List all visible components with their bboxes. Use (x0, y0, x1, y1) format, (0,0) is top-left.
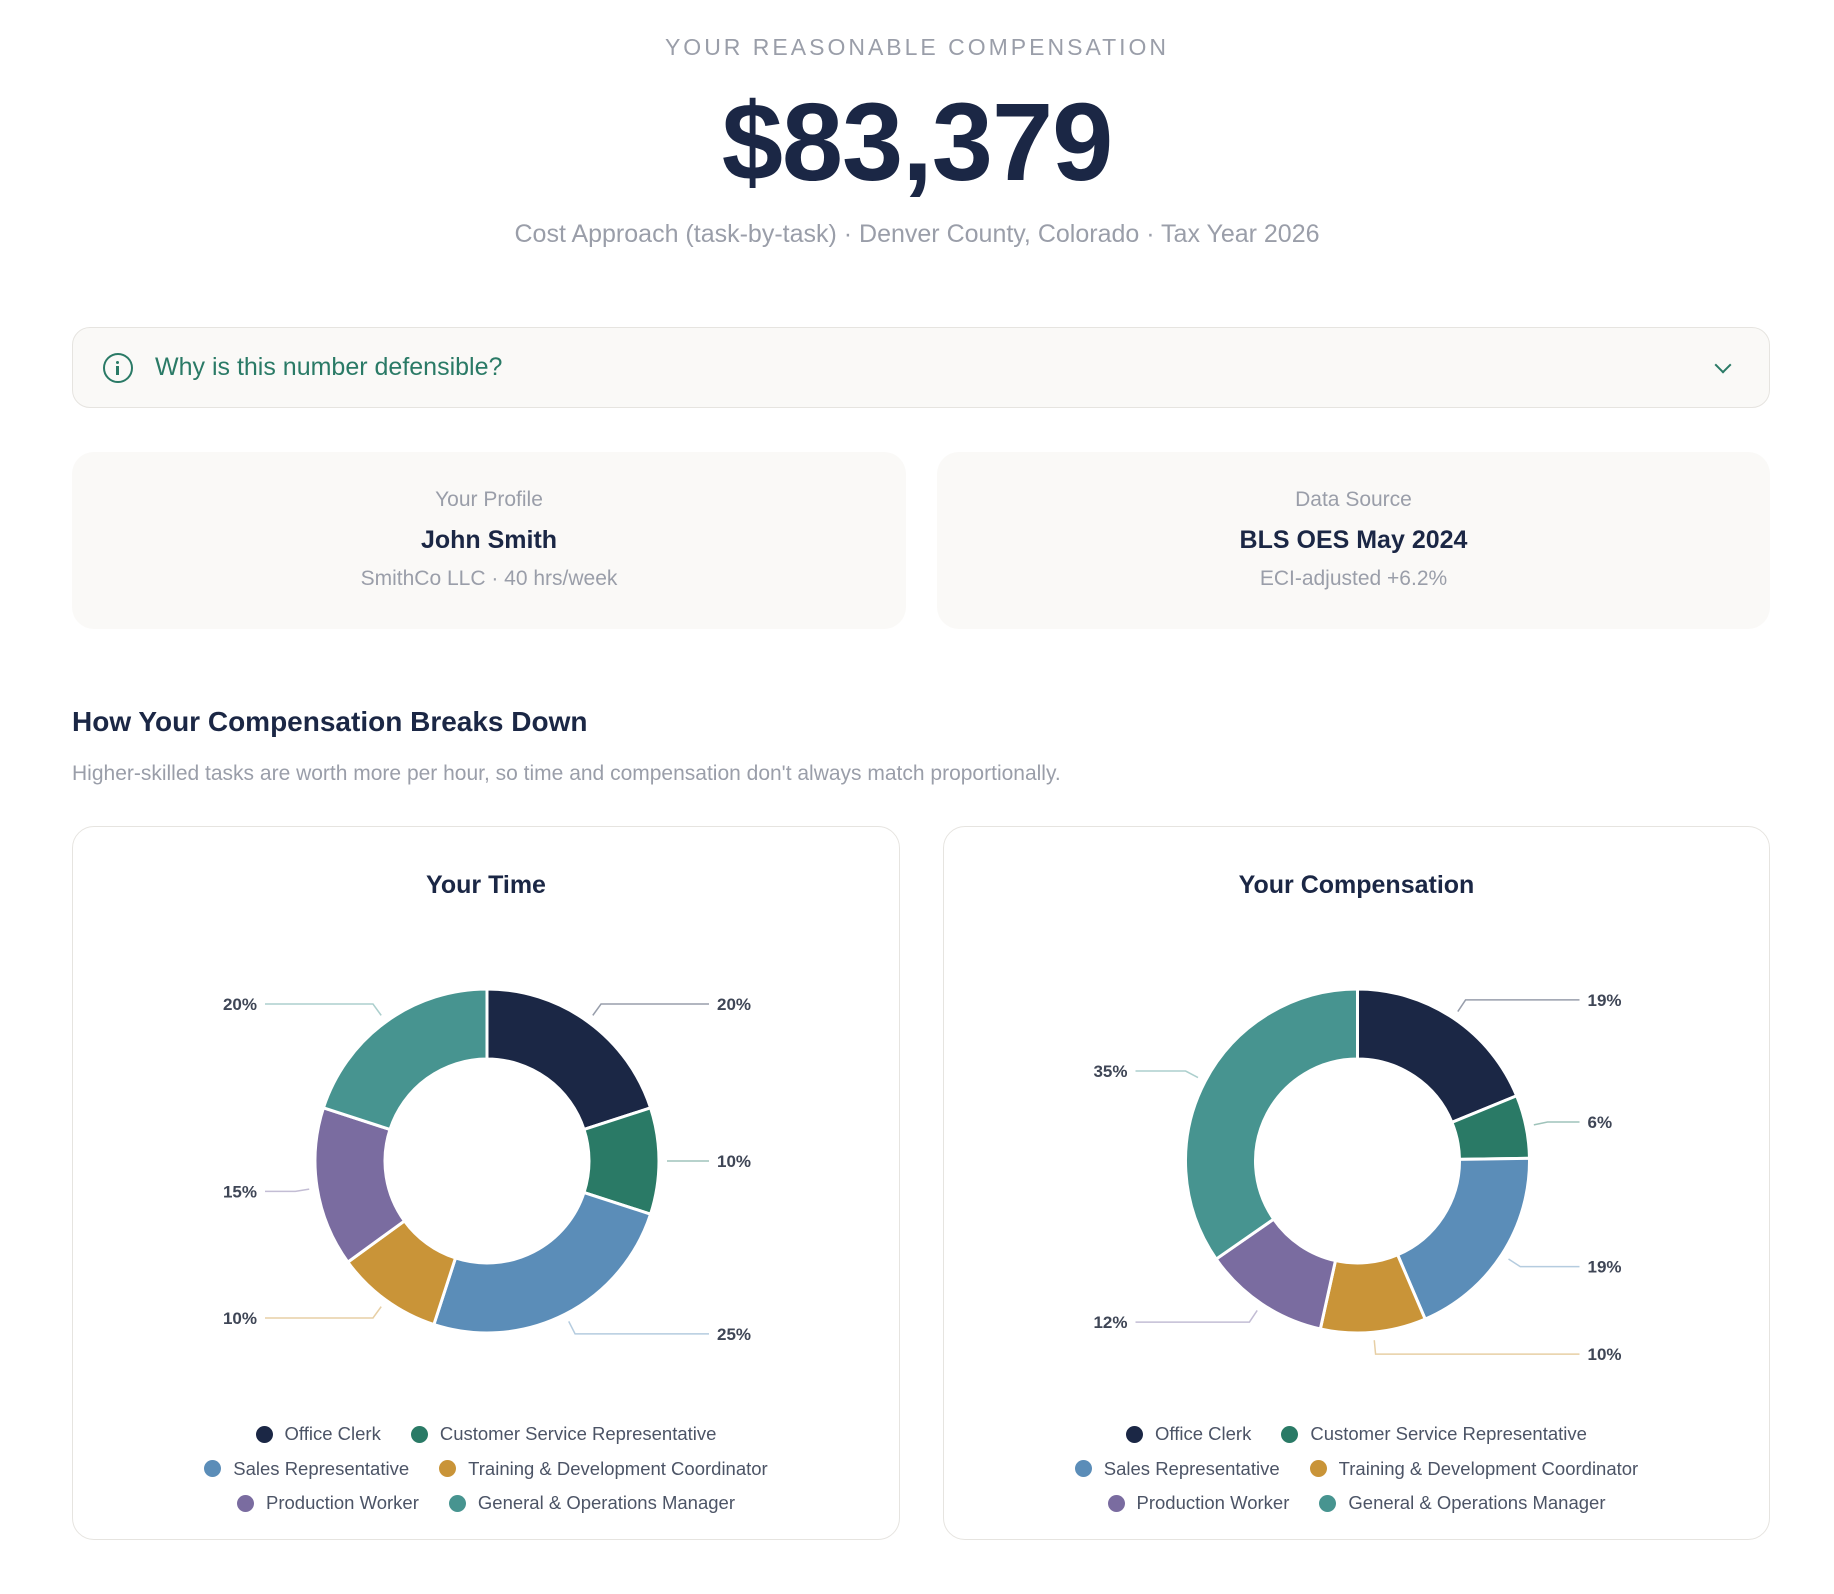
legend-swatch-icon (1126, 1425, 1144, 1443)
slice-percent-label: 19% (1588, 991, 1622, 1010)
defensible-accordion[interactable]: Why is this number defensible? (72, 327, 1770, 408)
legend-row: Sales Representative Training & Developme… (944, 1452, 1769, 1487)
time-donut-chart: 20% 10% 25% 10% 15% 20% (223, 987, 751, 1344)
legend-swatch-icon (204, 1460, 222, 1478)
slice-percent-label: 35% (1093, 1062, 1127, 1081)
legend-swatch-icon (1107, 1494, 1125, 1512)
legend-swatch-icon (237, 1494, 255, 1512)
profile-details: SmithCo LLC · 40 hrs/week (360, 567, 618, 590)
slice-percent-label: 10% (1588, 1345, 1622, 1364)
legend-swatch-icon (1309, 1460, 1327, 1478)
leader-line (1373, 1340, 1580, 1355)
chevron-down-icon[interactable] (1714, 356, 1732, 373)
leader-line (1135, 1070, 1199, 1079)
time-chart-card: Your Time 20% 10% 25% 10% 15% 20% Office Cler… (72, 826, 900, 1540)
donut-slice[interactable] (321, 987, 489, 1132)
legend-label: Training & Development Coordinator (468, 1457, 768, 1479)
donut-slice[interactable] (1184, 987, 1359, 1262)
legend-label: Customer Service Representative (439, 1423, 717, 1445)
legend-swatch-icon (1319, 1494, 1337, 1512)
legend-row: Production Worker General & Operations Ma… (944, 1486, 1769, 1521)
legend-swatch-icon (1281, 1425, 1299, 1443)
compensation-donut-chart: 19% 6% 19% 10% 12% 35% (1093, 987, 1622, 1364)
slice-percent-label: 20% (717, 995, 751, 1014)
source-heading: Data Source (1295, 488, 1412, 511)
slice-percent-label: 25% (717, 1325, 751, 1344)
legend-label: Production Worker (1136, 1492, 1290, 1514)
legend-label: Training & Development Coordinator (1338, 1457, 1639, 1479)
section-subtitle: Higher-skilled tasks are worth more per … (72, 762, 1061, 785)
legend-label: General & Operations Manager (1348, 1492, 1606, 1514)
leader-line (265, 1188, 310, 1193)
section-title: How Your Compensation Breaks Down (72, 706, 588, 737)
slice-percent-label: 6% (1588, 1113, 1613, 1132)
legend-label: General & Operations Manager (477, 1492, 735, 1514)
chart-legend: Office Clerk Customer Service Representat… (944, 1417, 1769, 1521)
legend-item[interactable]: Sales Representative (1074, 1457, 1280, 1480)
leader-line (1508, 1258, 1580, 1268)
chart-legend: Office Clerk Customer Service Representat… (73, 1417, 899, 1521)
leader-line (1135, 1310, 1258, 1323)
legend-label: Office Clerk (284, 1423, 381, 1445)
accordion-label: Why is this number defensible? (155, 353, 503, 381)
legend-row: Production Worker General & Operations Ma… (73, 1486, 899, 1521)
chart-title: Your Time (426, 871, 546, 899)
slice-percent-label: 12% (1093, 1313, 1127, 1332)
donut-slice[interactable] (485, 987, 653, 1132)
compensation-chart-card: Your Compensation 19% 6% 19% 10% 12% 35% Offi… (943, 826, 1770, 1540)
legend-swatch-icon (439, 1460, 457, 1478)
hero-label: YOUR REASONABLE COMPENSATION (664, 34, 1170, 60)
legend-swatch-icon (448, 1494, 466, 1512)
legend-item[interactable]: Office Clerk (255, 1423, 381, 1445)
legend-label: Sales Representative (233, 1457, 410, 1479)
leader-line (1457, 999, 1580, 1012)
legend-label: Production Worker (266, 1492, 419, 1514)
chart-title: Your Compensation (1238, 871, 1475, 899)
leader-line (265, 1003, 382, 1016)
compensation-amount: $83,379 (721, 81, 1114, 204)
info-icon (103, 352, 133, 383)
leader-line (568, 1321, 709, 1335)
profile-name: John Smith (420, 526, 558, 554)
legend-row: Office Clerk Customer Service Representat… (944, 1417, 1769, 1452)
legend-swatch-icon (255, 1425, 273, 1443)
donut-slice[interactable] (1356, 987, 1519, 1125)
legend-label: Office Clerk (1155, 1423, 1252, 1445)
slice-percent-label: 15% (223, 1182, 257, 1201)
leader-line (1533, 1121, 1580, 1126)
donut-slice[interactable] (1395, 1156, 1531, 1322)
donut-slice[interactable] (431, 1190, 653, 1335)
legend-row: Office Clerk Customer Service Representat… (73, 1417, 899, 1452)
slice-percent-label: 10% (223, 1309, 257, 1328)
profile-card: Your Profile John Smith SmithCo LLC · 40… (72, 452, 906, 629)
legend-swatch-icon (1074, 1460, 1092, 1478)
legend-item[interactable]: Production Worker (237, 1492, 419, 1514)
source-name: BLS OES May 2024 (1239, 526, 1468, 554)
slice-percent-label: 10% (717, 1152, 751, 1171)
legend-item[interactable]: Office Clerk (1126, 1423, 1251, 1445)
legend-item[interactable]: Training & Development Coordinator (439, 1458, 768, 1480)
legend-item[interactable]: General & Operations Manager (448, 1492, 735, 1514)
legend-item[interactable]: Customer Service Representative (1281, 1423, 1587, 1445)
data-source-card: Data Source BLS OES May 2024 ECI-adjuste… (937, 452, 1770, 629)
source-details: ECI-adjusted +6.2% (1259, 567, 1448, 590)
legend-item[interactable]: Training & Development Coordinator (1309, 1457, 1639, 1480)
slice-percent-label: 19% (1588, 1258, 1622, 1277)
legend-swatch-icon (410, 1425, 428, 1443)
legend-item[interactable]: Production Worker (1107, 1492, 1290, 1514)
hero-subtitle: Cost Approach (task-by-task) · Denver Co… (514, 220, 1320, 248)
legend-item[interactable]: Customer Service Representative (410, 1423, 717, 1445)
legend-row: Sales Representative Training & Developme… (73, 1452, 899, 1487)
profile-heading: Your Profile (435, 488, 543, 511)
leader-line (592, 1003, 709, 1016)
slice-percent-label: 20% (223, 995, 257, 1014)
legend-label: Customer Service Representative (1310, 1423, 1587, 1445)
legend-item[interactable]: General & Operations Manager (1319, 1492, 1605, 1514)
legend-item[interactable]: Sales Representative (204, 1458, 409, 1480)
legend-label: Sales Representative (1103, 1457, 1280, 1479)
leader-line (265, 1306, 382, 1319)
